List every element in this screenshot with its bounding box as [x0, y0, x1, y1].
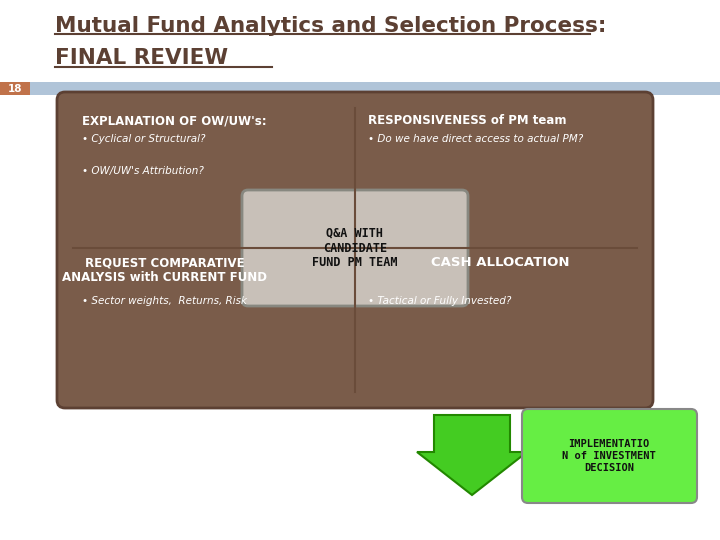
- FancyBboxPatch shape: [0, 82, 720, 95]
- Polygon shape: [417, 415, 527, 495]
- Text: 18: 18: [8, 84, 22, 93]
- Text: • Sector weights,  Returns, Risk: • Sector weights, Returns, Risk: [82, 296, 247, 306]
- Text: • Cyclical or Structural?: • Cyclical or Structural?: [82, 134, 205, 144]
- FancyBboxPatch shape: [522, 409, 697, 503]
- FancyBboxPatch shape: [0, 82, 30, 95]
- Text: • Tactical or Fully Invested?: • Tactical or Fully Invested?: [368, 296, 511, 306]
- Text: EXPLANATION OF OW/UW's:: EXPLANATION OF OW/UW's:: [82, 114, 266, 127]
- Text: FINAL REVIEW: FINAL REVIEW: [55, 48, 228, 68]
- Text: Q&A WITH
CANDIDATE
FUND PM TEAM: Q&A WITH CANDIDATE FUND PM TEAM: [312, 226, 397, 269]
- Text: RESPONSIVENESS of PM team: RESPONSIVENESS of PM team: [368, 114, 567, 127]
- FancyBboxPatch shape: [242, 190, 468, 306]
- Text: CASH ALLOCATION: CASH ALLOCATION: [431, 256, 570, 269]
- Text: REQUEST COMPARATIVE
ANALYSIS with CURRENT FUND: REQUEST COMPARATIVE ANALYSIS with CURREN…: [63, 256, 268, 284]
- Text: • OW/UW's Attribution?: • OW/UW's Attribution?: [82, 166, 204, 176]
- Text: Mutual Fund Analytics and Selection Process:: Mutual Fund Analytics and Selection Proc…: [55, 16, 606, 36]
- Text: IMPLEMENTATIO
N of INVESTMENT
DECISION: IMPLEMENTATIO N of INVESTMENT DECISION: [562, 440, 656, 472]
- FancyBboxPatch shape: [57, 92, 653, 408]
- Text: • Do we have direct access to actual PM?: • Do we have direct access to actual PM?: [368, 134, 583, 144]
